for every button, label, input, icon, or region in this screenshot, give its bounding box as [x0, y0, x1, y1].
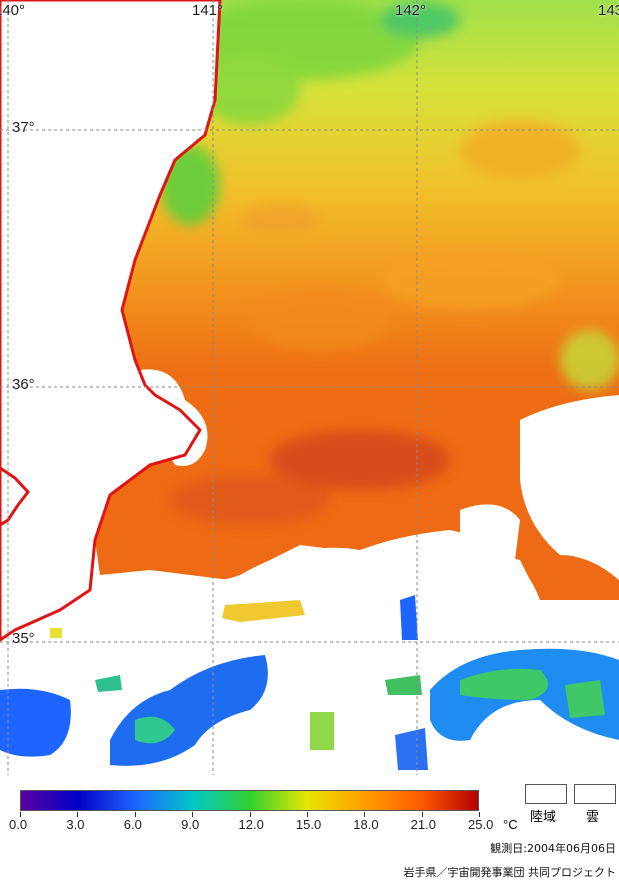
land-legend-label: 陸域 — [530, 810, 557, 825]
colorbar-tick — [479, 812, 480, 817]
colorbar-tick — [364, 812, 366, 817]
sea-surface-temperature-field — [95, 0, 619, 600]
colorbar-tick-label: 0.0 — [9, 817, 28, 832]
land-area — [0, 0, 222, 642]
colorbar-tick-label: 18.0 — [353, 817, 379, 832]
colorbar-tick — [20, 812, 21, 817]
lon-label-141: 141° — [192, 2, 224, 19]
colorbar-tick-label: 6.0 — [123, 817, 142, 832]
credit-text: 岩手県／宇宙開発事業団 共同プロジェクト — [403, 866, 617, 879]
colorbar-tick-label: 12.0 — [238, 817, 264, 832]
colorbar-tick — [306, 812, 308, 817]
colorbar-tick — [249, 812, 251, 817]
sst-map — [0, 0, 619, 775]
lat-label-37: 37° — [12, 119, 35, 136]
cloud-legend-label: 雲 — [586, 810, 600, 825]
lat-label-35: 35° — [12, 630, 35, 647]
lon-label-143: 143° — [598, 2, 619, 19]
lat-label-36: 36° — [12, 376, 35, 393]
colorbar-unit: °C — [503, 817, 518, 832]
colorbar-tick-label: 21.0 — [410, 817, 436, 832]
land-legend-swatch — [525, 784, 567, 804]
colorbar-tick — [421, 812, 423, 817]
lon-label-142: 142° — [395, 2, 427, 19]
colorbar-tick — [134, 812, 136, 817]
cloud-gap-patches — [0, 595, 619, 770]
graticule — [0, 0, 619, 775]
cloud-legend-swatch — [574, 784, 616, 804]
colorbar-tick-label: 25.0 — [468, 817, 494, 832]
observation-date: 観測日:2004年06月06日 — [490, 842, 616, 855]
colorbar-tick-label: 15.0 — [295, 817, 322, 832]
lon-label-140: 140° — [0, 2, 26, 19]
colorbar-tick — [192, 812, 194, 817]
temperature-colorbar — [20, 790, 479, 811]
colorbar-tick-label: 3.0 — [66, 817, 85, 832]
colorbar-tick-label: 9.0 — [181, 817, 200, 832]
colorbar-tick — [77, 812, 79, 817]
